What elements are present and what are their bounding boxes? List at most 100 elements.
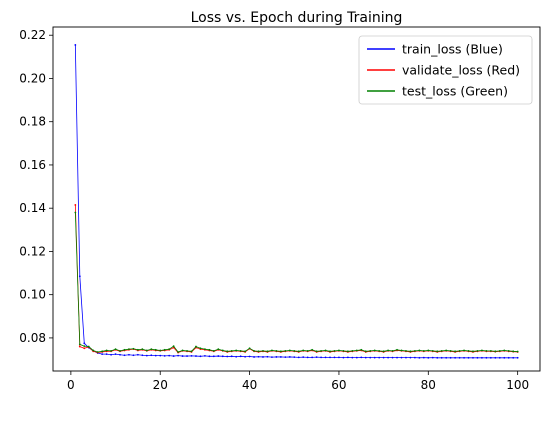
- test-loss-point: [190, 350, 193, 353]
- test-loss-point: [110, 349, 112, 352]
- train-loss-point: [177, 354, 180, 357]
- test-loss-point: [364, 350, 367, 353]
- train-loss-point: [271, 356, 273, 359]
- test-loss-point: [204, 348, 206, 351]
- train-loss-point: [257, 355, 260, 358]
- test-loss-point: [101, 350, 104, 353]
- train-loss-point: [329, 356, 331, 359]
- train-loss-point: [489, 356, 492, 359]
- x-axis: 0 20 40 60 80 100: [67, 371, 529, 392]
- test-loss-point: [324, 349, 327, 352]
- test-loss-point: [96, 351, 99, 353]
- test-loss-point: [177, 351, 180, 353]
- train-loss-point: [449, 356, 452, 359]
- train-loss-point: [262, 356, 264, 358]
- train-loss-point: [284, 356, 287, 359]
- test-loss-point: [297, 350, 300, 353]
- test-loss-point: [279, 350, 282, 353]
- train-loss-point: [494, 356, 497, 359]
- train-loss-point: [288, 356, 291, 358]
- test-loss-point: [503, 349, 506, 352]
- train-loss-point: [239, 355, 242, 358]
- train-loss-point: [159, 354, 162, 357]
- x-tick-label: 100: [506, 378, 529, 392]
- test-loss-point: [78, 343, 81, 346]
- train-loss-point: [512, 356, 515, 359]
- test-loss-point: [494, 350, 497, 353]
- test-loss-point: [320, 349, 322, 352]
- test-loss-point: [275, 349, 278, 352]
- test-loss-point: [472, 350, 474, 353]
- train-loss-point: [440, 356, 443, 359]
- test-loss-point: [168, 348, 171, 351]
- y-tick-label: 0.08: [19, 331, 46, 345]
- validate-loss-point: [83, 347, 86, 350]
- test-loss-point: [114, 348, 117, 351]
- test-loss-point: [489, 349, 492, 352]
- test-loss-point: [186, 349, 188, 352]
- train-loss-point: [396, 356, 398, 359]
- test-loss-point: [449, 349, 452, 352]
- test-loss-point: [163, 348, 166, 351]
- test-loss-point: [414, 349, 416, 352]
- test-loss-point: [257, 350, 260, 353]
- test-loss-point: [458, 349, 461, 352]
- train-loss-point: [436, 356, 439, 359]
- train-loss-point: [136, 353, 139, 356]
- train-loss-point: [507, 356, 510, 359]
- test-loss-point: [195, 345, 197, 348]
- test-loss-point: [431, 349, 434, 352]
- train-loss-point: [391, 356, 394, 359]
- train-loss-point: [105, 353, 108, 356]
- train-loss-point: [422, 356, 425, 359]
- train-loss-point: [306, 356, 309, 359]
- train-loss-point: [485, 356, 488, 359]
- train-loss-point: [302, 356, 305, 359]
- x-tick-label: 80: [421, 378, 436, 392]
- test-loss-point: [128, 348, 130, 351]
- test-loss-point: [422, 349, 425, 352]
- test-loss-point: [293, 349, 296, 352]
- train-loss-point: [320, 356, 322, 359]
- train-loss-point: [279, 356, 282, 358]
- test-loss-point: [217, 348, 220, 351]
- train-loss-point: [463, 356, 465, 359]
- test-loss-point: [226, 350, 229, 353]
- train-loss-point: [369, 356, 372, 359]
- test-loss-point: [181, 349, 184, 352]
- train-loss-point: [195, 355, 197, 357]
- test-loss-point: [302, 349, 305, 352]
- train-loss-point: [338, 356, 340, 359]
- y-axis: 0.08 0.10 0.12 0.14 0.16 0.18 0.20 0.22: [19, 28, 53, 345]
- test-loss-point: [123, 348, 126, 351]
- test-loss-point: [315, 350, 318, 353]
- train-loss-point: [472, 356, 474, 359]
- test-loss-point: [512, 350, 515, 353]
- y-tick-label: 0.16: [19, 158, 46, 172]
- x-tick-label: 40: [242, 378, 257, 392]
- train-loss-point: [405, 356, 407, 359]
- train-loss-point: [351, 356, 354, 359]
- test-loss-point: [391, 349, 394, 352]
- train-loss-point: [150, 354, 153, 357]
- train-loss-point: [248, 355, 251, 358]
- test-loss-point: [306, 349, 309, 352]
- validate-loss-point: [74, 204, 77, 206]
- test-loss-point: [248, 347, 251, 350]
- test-loss-point: [159, 349, 162, 352]
- train-loss-point: [476, 356, 479, 359]
- plot-area: [74, 44, 519, 359]
- train-loss-point: [333, 356, 336, 359]
- test-loss-point: [119, 349, 121, 352]
- train-loss-point: [78, 275, 81, 278]
- train-loss-point: [110, 353, 112, 356]
- train-loss-point: [387, 356, 389, 359]
- test-loss-point: [212, 349, 215, 352]
- test-loss-point: [427, 349, 430, 352]
- train-loss-point: [208, 355, 211, 358]
- test-loss-point: [199, 347, 202, 350]
- train-loss-point: [212, 355, 215, 358]
- x-tick-label: 60: [331, 378, 346, 392]
- test-loss-series-line: [74, 212, 518, 353]
